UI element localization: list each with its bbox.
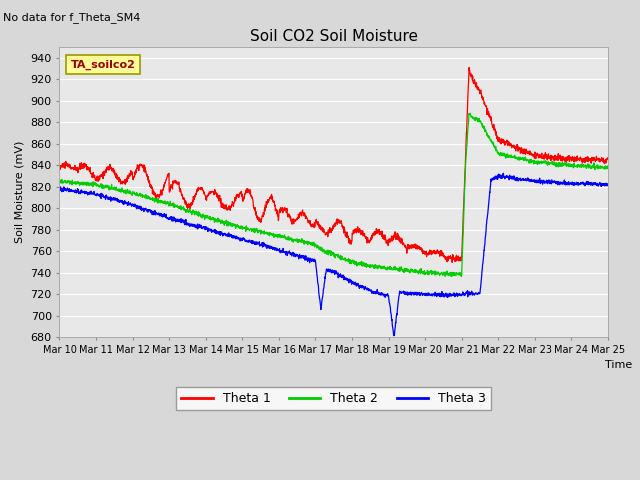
Theta 3 (588, 182, 596, 188)
Text: TA_soilco2: TA_soilco2 (70, 59, 135, 70)
Text: No data for f_Theta_SM4: No data for f_Theta_SM4 (3, 12, 141, 23)
Title: Soil CO2 Soil Moisture: Soil CO2 Soil Moisture (250, 29, 418, 44)
Theta 3 (323, 269, 330, 275)
Theta 1 (465, 65, 473, 71)
Theta 1 (448, 260, 456, 265)
Theta 2 (604, 165, 612, 170)
Theta 3 (56, 188, 63, 194)
Theta 2 (56, 180, 63, 186)
Theta 3 (589, 182, 596, 188)
Theta 1 (488, 121, 496, 127)
Theta 2 (589, 163, 596, 168)
Theta 2 (84, 182, 92, 188)
Theta 3 (84, 190, 92, 195)
Y-axis label: Soil Moisture (mV): Soil Moisture (mV) (15, 141, 25, 243)
Theta 2 (488, 140, 496, 145)
Theta 3 (488, 178, 495, 183)
Theta 1 (84, 166, 92, 172)
Theta 3 (500, 170, 508, 176)
Line: Theta 2: Theta 2 (60, 113, 608, 276)
Theta 1 (588, 156, 596, 162)
Theta 1 (604, 155, 612, 160)
Theta 1 (323, 230, 330, 236)
Legend: Theta 1, Theta 2, Theta 3: Theta 1, Theta 2, Theta 3 (176, 387, 491, 410)
Theta 2 (458, 274, 465, 279)
Theta 1 (56, 162, 63, 168)
Theta 1 (308, 221, 316, 227)
Line: Theta 1: Theta 1 (60, 68, 608, 263)
Theta 1 (589, 155, 596, 161)
Theta 2 (308, 240, 316, 246)
Theta 3 (604, 181, 612, 187)
Theta 2 (465, 110, 473, 116)
X-axis label: Time: Time (605, 360, 632, 371)
Theta 3 (390, 333, 397, 338)
Theta 2 (588, 164, 596, 170)
Theta 3 (308, 259, 316, 264)
Theta 2 (323, 248, 330, 253)
Line: Theta 3: Theta 3 (60, 173, 608, 336)
